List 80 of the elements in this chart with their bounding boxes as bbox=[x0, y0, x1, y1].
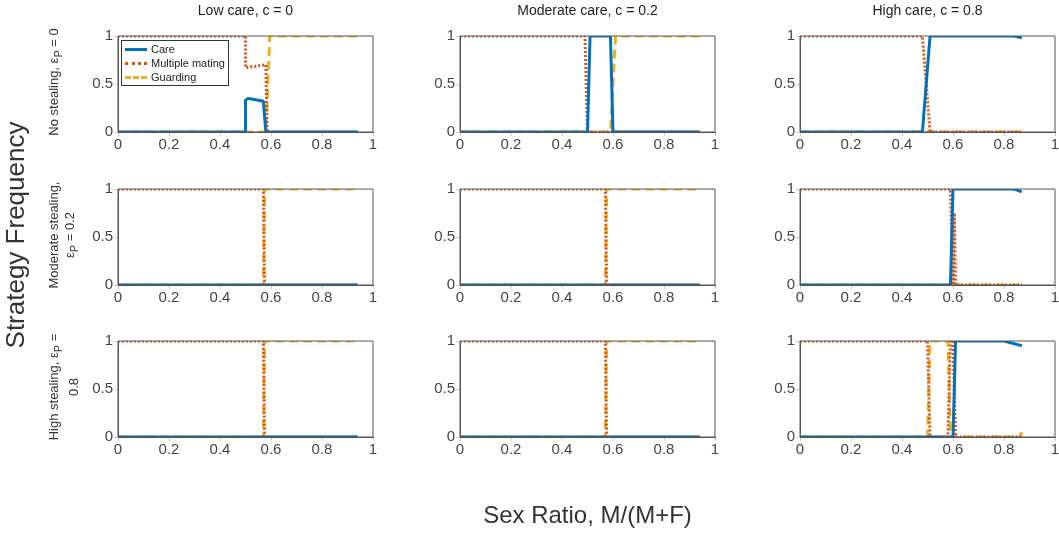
x-tick-label: 0.6 bbox=[260, 440, 282, 458]
x-tick-label: 0.4 bbox=[209, 440, 231, 458]
y-tick-label: 0 bbox=[446, 427, 455, 445]
x-tick-label: 1 bbox=[368, 135, 378, 153]
y-tick-label: 0 bbox=[104, 122, 113, 140]
legend-label: Multiple mating bbox=[151, 57, 225, 69]
chart-title: Low care, c = 0 bbox=[196, 2, 295, 18]
x-tick-label: 0.4 bbox=[551, 440, 573, 458]
y-tick-label: 1 bbox=[786, 331, 795, 349]
x-tick-label: 0.4 bbox=[891, 440, 913, 458]
x-tick-label: 1 bbox=[710, 135, 720, 153]
y-tick-label: 1 bbox=[104, 26, 113, 44]
x-tick-label: 0.6 bbox=[942, 135, 964, 153]
y-tick-label: 0.5 bbox=[434, 227, 455, 245]
x-tick-label: 0.8 bbox=[311, 135, 333, 153]
y-tick-label: 0 bbox=[446, 275, 455, 293]
x-tick-label: 0.8 bbox=[993, 135, 1015, 153]
x-tick-label: 0.2 bbox=[500, 288, 522, 306]
y-tick-label: 0.5 bbox=[774, 74, 795, 92]
x-tick-label: 0.2 bbox=[158, 440, 180, 458]
x-tick-label: 0.2 bbox=[158, 135, 180, 153]
chart-title: High care, c = 0.8 bbox=[871, 2, 984, 18]
x-tick-label: 1 bbox=[710, 440, 720, 458]
legend-label: Guarding bbox=[151, 71, 197, 83]
y-tick-label: 0.5 bbox=[434, 379, 455, 397]
y-tick-label: 0 bbox=[786, 275, 795, 293]
x-tick-label: 0.6 bbox=[602, 135, 624, 153]
x-tick-label: 0.2 bbox=[500, 440, 522, 458]
y-tick-label: 1 bbox=[446, 26, 455, 44]
y-tick-label: 0 bbox=[446, 122, 455, 140]
x-tick-label: 0.8 bbox=[311, 440, 333, 458]
legend-label: Care bbox=[151, 43, 175, 55]
x-tick-label: 0.2 bbox=[500, 135, 522, 153]
x-tick-label: 0.8 bbox=[653, 135, 675, 153]
y-tick-label: 1 bbox=[104, 179, 113, 197]
y-tick-label: 0 bbox=[786, 427, 795, 445]
y-tick-label: 0.5 bbox=[774, 379, 795, 397]
x-tick-label: 0.6 bbox=[260, 288, 282, 306]
x-tick-label: 0.6 bbox=[260, 135, 282, 153]
x-tick-label: 1 bbox=[368, 440, 378, 458]
y-tick-label: 0 bbox=[786, 122, 795, 140]
x-tick-label: 0.8 bbox=[993, 440, 1015, 458]
y-tick-label: 0.5 bbox=[774, 227, 795, 245]
y-tick-label: 1 bbox=[786, 179, 795, 197]
y-tick-label: 1 bbox=[786, 26, 795, 44]
x-tick-label: 0.8 bbox=[993, 288, 1015, 306]
text: Strategy Frequency bbox=[0, 120, 31, 351]
y-tick-label: 1 bbox=[104, 331, 113, 349]
x-tick-label: 0.2 bbox=[840, 288, 862, 306]
x-tick-label: 0.4 bbox=[551, 288, 573, 306]
x-tick-label: 0.8 bbox=[653, 440, 675, 458]
x-tick-label: 1 bbox=[368, 288, 378, 306]
x-tick-label: 1 bbox=[1050, 288, 1059, 306]
x-tick-label: 0.2 bbox=[840, 135, 862, 153]
y-tick-label: 1 bbox=[446, 331, 455, 349]
x-tick-label: 0.4 bbox=[209, 288, 231, 306]
x-tick-label: 1 bbox=[1050, 440, 1059, 458]
chart-title: Moderate care, c = 0.2 bbox=[516, 2, 659, 18]
y-tick-label: 0.5 bbox=[92, 227, 113, 245]
y-tick-label: 0 bbox=[104, 427, 113, 445]
x-tick-label: 0.6 bbox=[942, 288, 964, 306]
y-tick-label: 0.5 bbox=[92, 379, 113, 397]
x-tick-label: 0.6 bbox=[942, 440, 964, 458]
x-tick-label: 0.6 bbox=[602, 288, 624, 306]
x-tick-label: 1 bbox=[1050, 135, 1059, 153]
x-tick-label: 1 bbox=[710, 288, 720, 306]
x-tick-label: 0.4 bbox=[891, 288, 913, 306]
y-tick-label: 0.5 bbox=[434, 74, 455, 92]
x-tick-label: 0.2 bbox=[158, 288, 180, 306]
x-tick-label: 0.4 bbox=[551, 135, 573, 153]
x-tick-label: 0.8 bbox=[653, 288, 675, 306]
x-tick-label: 0.2 bbox=[840, 440, 862, 458]
x-tick-label: 0.4 bbox=[891, 135, 913, 153]
x-tick-label: 0.8 bbox=[311, 288, 333, 306]
x-tick-label: 0.6 bbox=[602, 440, 624, 458]
y-tick-label: 0.5 bbox=[92, 74, 113, 92]
y-tick-label: 1 bbox=[446, 179, 455, 197]
x-axis-title: Sex Ratio, M/(M+F) bbox=[482, 501, 693, 529]
y-tick-label: 0 bbox=[104, 275, 113, 293]
x-tick-label: 0.4 bbox=[209, 135, 231, 153]
